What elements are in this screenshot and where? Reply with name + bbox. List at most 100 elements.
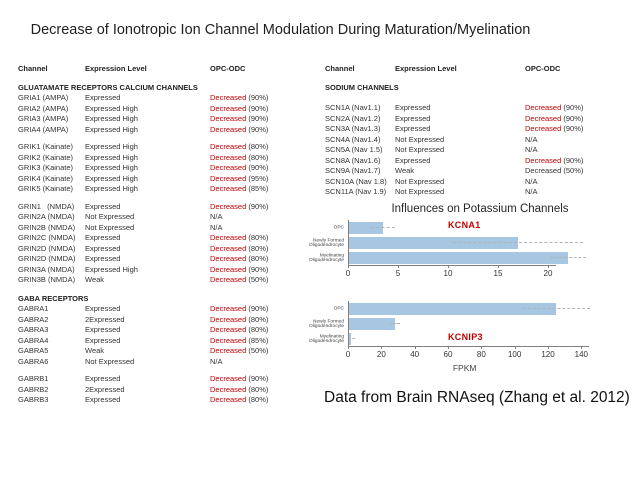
chart-plot-area: 0 20 40 60 80 100 120 140 FPKM KCNIP3 [346, 301, 608, 373]
expression-cell: Expressed [85, 304, 121, 313]
table-row: GRIA3 (AMPA) Expressed High Decreased (90%… [18, 114, 310, 125]
category-label: Newly Formed Oligodendrocyte [309, 318, 344, 329]
change-cell: Decreased (90%) [525, 114, 625, 125]
change-cell: Decreased (50%) [210, 275, 310, 286]
change-percent: (80%) [246, 314, 269, 324]
table-row: GRIN2B (NMDA) Not Expressed N/A [18, 223, 310, 234]
chart-plot-area: 0 5 10 15 20 KCNA1 [346, 220, 608, 278]
change-cell: Decreased (80%) [210, 233, 310, 244]
expression-cell: Expressed [85, 335, 121, 345]
expression-cell: Expressed [395, 103, 431, 112]
category-label: OPC [333, 306, 344, 311]
change-cell: Decreased (80%) [210, 315, 310, 326]
change-status: Decreased [210, 233, 247, 242]
change-percent: (50%) [246, 275, 269, 284]
column-header-expression: Expression Level [395, 64, 457, 73]
sodium-channel-table: Channel Expression Level OPC-ODC SODIUM CHA… [325, 64, 625, 205]
change-percent: (90%) [561, 124, 584, 133]
change-status: Decreased [210, 152, 247, 162]
table-row-group: GABRB1 Expressed Decreased (90%) GABRB2 2Exp… [18, 374, 310, 406]
x-axis-tick-label: 80 [476, 350, 486, 359]
y-axis-line [348, 301, 349, 346]
potassium-section-heading: Influences on Potassium Channels [391, 203, 569, 215]
bar [348, 251, 568, 264]
change-status: Decreased [525, 113, 562, 123]
error-whisker [523, 308, 590, 309]
change-cell: Decreased (90%) [210, 104, 310, 115]
y-axis-line [348, 220, 349, 265]
expression-cell: Expressed [85, 374, 121, 383]
x-axis-line [348, 346, 590, 347]
table-row-group: GRIA1 (AMPA) Expressed Decreased (90%) GRIA… [18, 93, 310, 135]
table-row: GRIA4 (AMPA) Expressed High Decreased (90%… [18, 125, 310, 136]
change-percent: (80%) [246, 243, 269, 253]
channel-cell: SCN10A (Nav 1.8) [325, 176, 387, 186]
channel-cell: GABRB3 [18, 395, 49, 404]
category-label: OPC [333, 225, 344, 230]
expression-cell: Not Expressed [395, 187, 445, 196]
change-status: Decreased [210, 325, 247, 334]
change-percent: (95%) [246, 173, 269, 183]
channel-cell: SCN4A (Nav1.4) [325, 134, 381, 144]
channel-cell: GRIK3 (Kainate) [18, 163, 74, 172]
change-status: N/A [525, 134, 538, 144]
x-axis-tick-label: 120 [541, 350, 555, 359]
change-percent: (90%) [246, 103, 269, 113]
channel-cell: GRIN2C (NMDA) [18, 233, 76, 242]
change-status: Decreased [525, 124, 562, 133]
change-status: Decreased [210, 93, 247, 102]
expression-cell: Expressed High [85, 184, 138, 193]
change-cell: N/A [525, 177, 625, 188]
table-row: SCN2A (Nav1.2) Expressed Decreased (90%) [325, 114, 625, 125]
expression-cell: Not Expressed [395, 145, 445, 154]
change-percent: (80%) [246, 395, 269, 404]
change-cell: Decreased (80%) [210, 254, 310, 265]
change-percent: (90%) [561, 155, 584, 165]
change-cell: N/A [210, 357, 310, 368]
table-row: SCN10A (Nav 1.8) Not Expressed N/A [325, 177, 625, 188]
table-row: GRIN1 (NMDA) Expressed Decreased (90%) [18, 202, 310, 213]
x-axis-tick [514, 346, 516, 349]
change-cell: N/A [525, 145, 625, 156]
channel-cell: GRIN2D (NMDA) [18, 254, 76, 263]
channel-cell: GABRA4 [18, 335, 49, 345]
change-cell: Decreased (90%) [210, 374, 310, 385]
expression-cell: Not Expressed [85, 356, 135, 366]
expression-cell: Expressed High [85, 264, 138, 274]
expression-cell: Not Expressed [395, 134, 445, 144]
x-axis-tick [548, 265, 549, 268]
change-cell: Decreased (90%) [525, 103, 625, 114]
channel-cell: GRIK2 (Kainate) [18, 152, 74, 162]
change-status: Decreased [210, 142, 247, 151]
change-status: Decreased [210, 103, 247, 113]
change-status: Decreased [210, 374, 247, 383]
table-row-group: GRIK1 (Kainate) Expressed High Decreased (… [18, 142, 310, 195]
change-status: Decreased [210, 304, 247, 313]
change-status: N/A [525, 145, 538, 154]
expression-cell: Expressed [395, 155, 431, 165]
expression-cell: Expressed High [85, 114, 138, 123]
bar [348, 302, 557, 315]
change-cell: N/A [210, 223, 310, 234]
change-status: Decreased [210, 384, 247, 394]
table-row: GABRB3 Expressed Decreased (80%) [18, 395, 310, 406]
x-axis-tick [348, 346, 349, 349]
expression-cell: Weak [85, 346, 105, 355]
change-percent: (90%) [246, 304, 269, 313]
x-axis-tick-label: 60 [443, 350, 453, 359]
change-status: Decreased [525, 155, 562, 165]
change-status: Decreased [210, 346, 247, 355]
table-row: GRIN2A (NMDA) Not Expressed N/A [18, 212, 310, 223]
table-row: GABRB1 Expressed Decreased (90%) [18, 374, 310, 385]
change-cell: Decreased (90%) [525, 156, 625, 167]
change-status: Decreased [210, 395, 247, 404]
change-cell: N/A [525, 135, 625, 146]
expression-cell: Expressed [85, 325, 121, 334]
change-percent: (80%) [246, 325, 269, 334]
change-cell: Decreased (90%) [210, 93, 310, 104]
category-label: Myelinating Oligodendrocyte [309, 252, 344, 263]
change-status: Decreased [210, 243, 247, 253]
expression-cell: Expressed High [85, 142, 138, 151]
expression-cell: Expressed [395, 113, 431, 123]
x-axis-tick [498, 265, 499, 268]
